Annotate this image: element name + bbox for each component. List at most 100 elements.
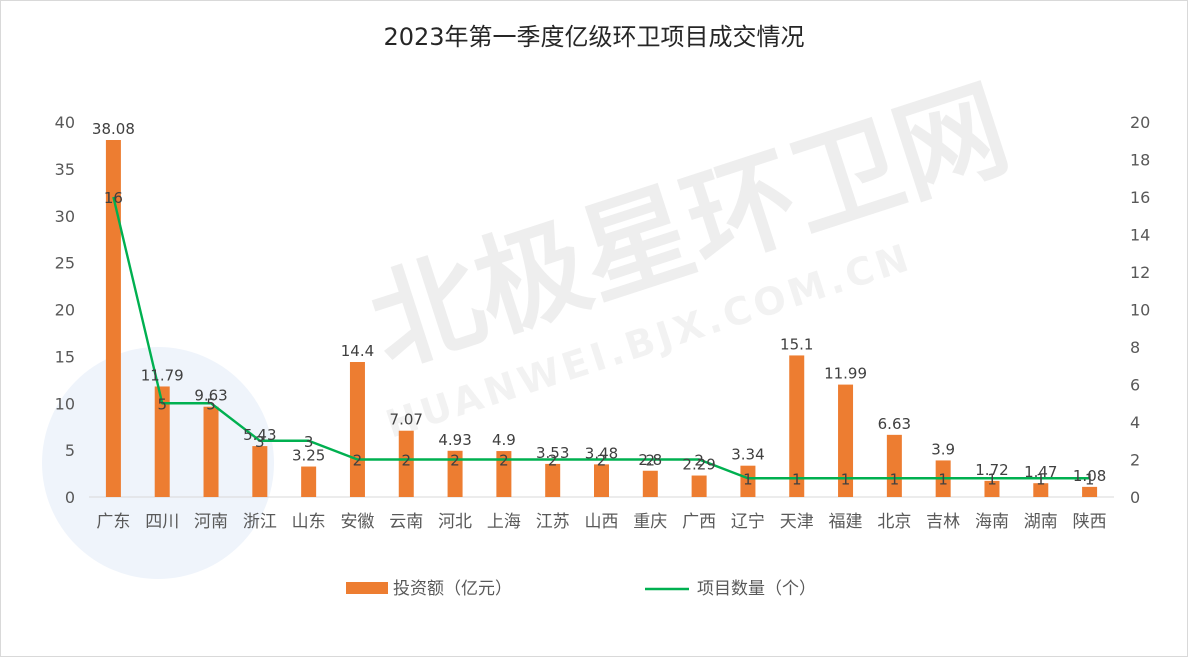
project-count-label: 5 [157, 395, 167, 413]
project-count-label: 5 [206, 395, 216, 413]
category-label: 浙江 [243, 512, 277, 532]
project-count-label: 2 [401, 452, 411, 470]
right-axis-tick-label: 4 [1130, 413, 1140, 432]
investment-bar [886, 434, 902, 497]
legend-bar-label: 投资额（亿元） [393, 579, 512, 599]
project-count-label: 2 [450, 452, 460, 470]
project-count-label: 2 [353, 452, 363, 470]
right-axis-tick-label: 16 [1130, 188, 1150, 207]
right-axis-tick-label: 8 [1130, 338, 1140, 357]
project-count-label: 1 [1036, 470, 1046, 488]
left-axis-tick-label: 20 [55, 301, 75, 320]
investment-bar-label: 1.08 [1073, 467, 1106, 485]
left-y-axis: 0 5 10 15 20 25 30 35 40 [55, 113, 75, 507]
category-label: 辽宁 [731, 512, 765, 532]
category-label: 河南 [194, 512, 228, 532]
right-axis-tick-label: 20 [1130, 113, 1150, 132]
investment-bar-label: 9.63 [194, 387, 227, 405]
project-count-label: 2 [548, 452, 558, 470]
project-count-label: 1 [841, 470, 851, 488]
investment-bar-label: 7.07 [390, 411, 423, 429]
left-axis-tick-label: 15 [55, 347, 75, 366]
category-label: 天津 [780, 512, 814, 532]
investment-bar [691, 475, 707, 497]
investment-bar-label: 3.9 [931, 440, 955, 458]
category-label: 吉林 [926, 512, 960, 532]
investment-bar [545, 463, 561, 497]
investment-bar [740, 465, 756, 497]
investment-bar-label: 3.53 [536, 444, 569, 462]
investment-bar-label: 38.08 [92, 120, 135, 138]
investment-bar [154, 386, 170, 497]
investment-bar-label: 11.99 [824, 365, 867, 383]
category-label: 广西 [682, 512, 716, 532]
category-label: 湖南 [1024, 512, 1058, 532]
project-count-label: 1 [743, 470, 753, 488]
investment-bar [349, 362, 365, 497]
investment-bar-label: 6.63 [878, 415, 911, 433]
category-label: 上海 [487, 512, 521, 532]
investment-bar-label: 15.1 [780, 335, 813, 353]
investment-bar-label: 2.29 [682, 456, 715, 474]
category-label: 山东 [292, 512, 326, 532]
project-count-label: 1 [1085, 470, 1095, 488]
left-axis-tick-label: 35 [55, 160, 75, 179]
legend-line-label: 项目数量（个） [697, 579, 816, 599]
right-axis-tick-label: 6 [1130, 376, 1140, 395]
left-axis-tick-label: 30 [55, 207, 75, 226]
left-axis-tick-label: 0 [65, 488, 75, 507]
category-label: 山西 [585, 512, 619, 532]
investment-bar-label: 4.93 [438, 431, 471, 449]
investment-bar [594, 464, 609, 497]
category-label: 河北 [438, 512, 472, 532]
investment-bar [1033, 483, 1049, 497]
project-count-label: 1 [938, 470, 948, 488]
right-axis-tick-label: 12 [1130, 263, 1150, 282]
investment-bar [642, 470, 658, 497]
chart-title: 2023年第一季度亿级环卫项目成交情况 [383, 23, 804, 51]
investment-bar [252, 446, 268, 497]
project-count-label: 1 [987, 470, 997, 488]
investment-bar [447, 450, 463, 497]
investment-bar [496, 451, 512, 497]
right-y-axis: 0 2 4 6 8 10 12 14 16 18 20 [1130, 113, 1150, 507]
investment-bar [398, 430, 414, 497]
project-count-label: 2 [499, 452, 509, 470]
right-axis-tick-label: 14 [1130, 226, 1150, 245]
project-count-label: 16 [104, 189, 123, 207]
project-count-label: 3 [255, 433, 265, 451]
right-axis-tick-label: 0 [1130, 488, 1140, 507]
investment-bar-label: 3.25 [292, 447, 325, 465]
investment-bar-label: 3.48 [585, 444, 618, 462]
left-axis-tick-label: 40 [55, 113, 75, 132]
category-label: 海南 [975, 512, 1009, 532]
investment-bar [838, 384, 854, 497]
investment-bar-label: 3.34 [731, 446, 764, 464]
right-axis-tick-label: 2 [1130, 451, 1140, 470]
category-label: 重庆 [633, 512, 667, 532]
investment-bar [301, 466, 317, 497]
category-label: 陕西 [1073, 512, 1107, 532]
investment-bar [1082, 486, 1098, 497]
right-axis-tick-label: 18 [1130, 151, 1150, 170]
category-label: 广东 [96, 512, 130, 532]
investment-bar-label: 11.79 [141, 366, 184, 384]
investment-bar-label: 1.47 [1024, 463, 1057, 481]
investment-bar [789, 355, 805, 497]
project-count-label: 1 [890, 470, 900, 488]
project-count-label: 2 [694, 452, 704, 470]
project-count-label: 1 [792, 470, 802, 488]
investment-bar-label: 4.9 [492, 431, 516, 449]
legend: 投资额（亿元） 项目数量（个） [346, 579, 816, 599]
right-axis-tick-label: 10 [1130, 301, 1150, 320]
line-series [112, 196, 1090, 480]
investment-bar-label: 14.4 [341, 342, 374, 360]
bar-data-labels: 38.08 11.79 9.63 5.43 3.25 14.4 7.07 4.93 4.9 3.5… [92, 120, 1106, 485]
investment-bar [984, 480, 1000, 497]
bar-series [105, 140, 1098, 497]
category-label: 四川 [145, 512, 179, 532]
investment-bar-label: 1.72 [975, 461, 1008, 479]
investment-bar-label: 2.8 [638, 451, 662, 469]
project-count-label: 2 [597, 452, 607, 470]
